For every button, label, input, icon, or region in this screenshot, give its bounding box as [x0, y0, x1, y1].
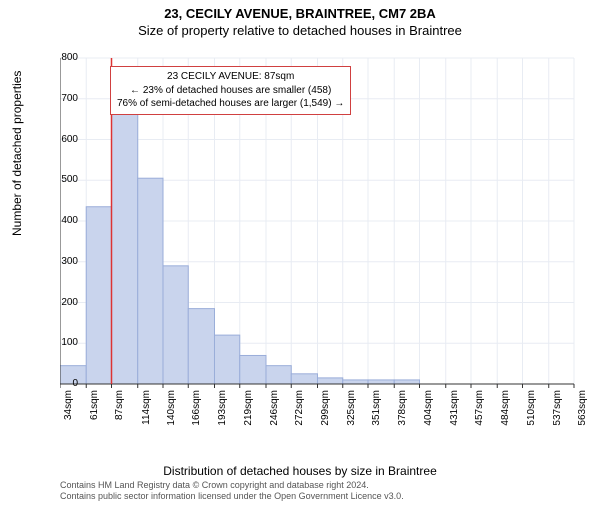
x-axis-label: Distribution of detached houses by size … [0, 464, 600, 478]
y-tick-label: 700 [48, 93, 78, 104]
x-tick-label: 325sqm [346, 390, 357, 430]
x-tick-label: 563sqm [577, 390, 588, 430]
x-tick-label: 510sqm [526, 390, 537, 430]
y-tick-label: 0 [48, 378, 78, 389]
y-tick-label: 300 [48, 256, 78, 267]
x-tick-label: 537sqm [552, 390, 563, 430]
y-tick-label: 100 [48, 337, 78, 348]
x-tick-label: 272sqm [294, 390, 305, 430]
footer-attribution: Contains HM Land Registry data © Crown c… [60, 480, 404, 503]
footer-line2: Contains public sector information licen… [60, 491, 404, 502]
x-tick-label: 457sqm [474, 390, 485, 430]
x-tick-label: 351sqm [371, 390, 382, 430]
annotation-line2: ← 23% of detached houses are smaller (45… [117, 84, 344, 98]
x-tick-label: 114sqm [141, 390, 152, 430]
x-tick-label: 193sqm [217, 390, 228, 430]
x-tick-label: 246sqm [269, 390, 280, 430]
y-tick-label: 800 [48, 52, 78, 63]
page-title: 23, CECILY AVENUE, BRAINTREE, CM7 2BA [0, 6, 600, 21]
x-tick-label: 431sqm [449, 390, 460, 430]
y-tick-label: 600 [48, 134, 78, 145]
x-tick-label: 484sqm [500, 390, 511, 430]
x-tick-label: 299sqm [320, 390, 331, 430]
y-tick-label: 200 [48, 297, 78, 308]
x-tick-label: 166sqm [191, 390, 202, 430]
y-axis-label: Number of detached properties [10, 71, 24, 236]
page-subtitle: Size of property relative to detached ho… [0, 23, 600, 38]
x-tick-label: 219sqm [243, 390, 254, 430]
y-tick-label: 400 [48, 215, 78, 226]
y-tick-label: 500 [48, 174, 78, 185]
annotation-line3: 76% of semi-detached houses are larger (… [117, 97, 344, 111]
x-tick-label: 140sqm [166, 390, 177, 430]
x-tick-label: 378sqm [397, 390, 408, 430]
annotation-line1: 23 CECILY AVENUE: 87sqm [117, 70, 344, 84]
x-tick-label: 87sqm [114, 390, 125, 430]
footer-line1: Contains HM Land Registry data © Crown c… [60, 480, 404, 491]
annotation-callout: 23 CECILY AVENUE: 87sqm ← 23% of detache… [110, 66, 351, 115]
x-tick-label: 61sqm [89, 390, 100, 430]
x-tick-label: 404sqm [423, 390, 434, 430]
x-tick-label: 34sqm [63, 390, 74, 430]
